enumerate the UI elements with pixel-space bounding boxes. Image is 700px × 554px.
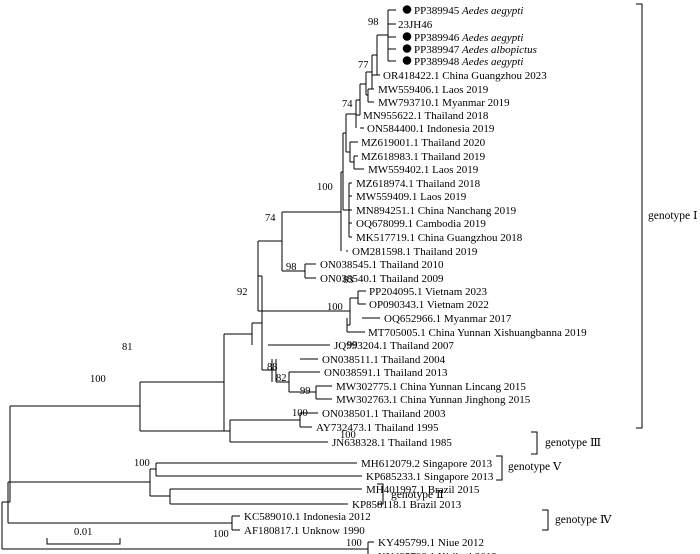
- bootstrap-value: 100: [346, 538, 362, 549]
- sample-marker-icon: [402, 5, 412, 14]
- genotype-label: genotype Ⅰ: [648, 210, 698, 222]
- leaf-label: MT705005.1 China Yunnan Xishuangbanna 20…: [368, 327, 587, 339]
- genotype-label: genotype Ⅳ: [555, 514, 612, 526]
- leaf-label: MH401997.1 Brazil 2015: [366, 484, 480, 496]
- leaf-label: MZ618974.1 Thailand 2018: [356, 178, 481, 190]
- leaf-label: MW302775.1 China Yunnan Lincang 2015: [336, 381, 526, 393]
- leaf-accession: PP389947: [414, 44, 460, 56]
- leaf-label: MN955622.1 Thailand 2018: [363, 110, 489, 122]
- leaf-label: AF180817.1 Unknow 1990: [244, 525, 365, 537]
- leaf-label: AY732473.1 Thailand 1995: [316, 422, 439, 434]
- bootstrap-value: 81: [122, 342, 133, 353]
- leaf-label: MH612079.2 Singapore 2013: [361, 458, 493, 470]
- leaf-label: MW793710.1 Myanmar 2019: [378, 97, 510, 109]
- leaf-label: KP685233.1 Singapore 2013: [366, 471, 494, 483]
- bootstrap-value: 100: [90, 374, 106, 385]
- leaf-label: MW559402.1 Laos 2019: [368, 164, 479, 176]
- leaf-label: MZ618983.1 Thailand 2019: [361, 151, 486, 163]
- bootstrap-value: 74: [342, 99, 353, 110]
- bootstrap-value: 100: [317, 182, 333, 193]
- leaf-label: JN638328.1 Thailand 1985: [332, 437, 452, 449]
- leaf-label: KY495798.1 Kiribati 2012: [378, 551, 497, 554]
- leaf-label: ON038540.1 Thailand 2009: [320, 273, 444, 285]
- genotype-bracket: [542, 509, 549, 531]
- bootstrap-value: 98: [286, 262, 297, 273]
- bootstrap-value: 100: [213, 529, 229, 540]
- leaf-accession: PP389948: [414, 56, 460, 68]
- leaf-label: KP858118.1 Brazil 2013: [352, 499, 462, 511]
- bootstrap-value: 100: [340, 430, 356, 441]
- leaf-label: ON038511.1 Thailand 2004: [322, 354, 446, 366]
- leaf-accession: PP389946: [414, 32, 460, 44]
- leaf-species: Aedes aegypti: [461, 5, 523, 17]
- leaf-label: MW559409.1 Laos 2019: [356, 191, 467, 203]
- sample-marker-icon: [402, 56, 412, 65]
- leaf-label: OM281598.1 Thailand 2019: [352, 246, 478, 258]
- leaf-label: OR418422.1 China Guangzhou 2023: [383, 70, 547, 82]
- bootstrap-value: 82: [276, 373, 287, 384]
- bootstrap-value: 99: [300, 386, 311, 397]
- bootstrap-value: 100: [292, 408, 308, 419]
- genotype-bracket: [377, 483, 384, 505]
- leaf-label: MN894251.1 China Nanchang 2019: [356, 205, 517, 217]
- leaf-label: PP389948 Aedes aegypti: [414, 56, 523, 68]
- tree-branches: [1, 3, 643, 554]
- leaf-label: OQ652966.1 Myanmar 2017: [384, 313, 512, 325]
- genotype-bracket: [496, 455, 503, 481]
- genotype-bracket: [636, 3, 643, 429]
- scale-bar: [46, 538, 121, 545]
- leaf-label: PP389946 Aedes aegypti: [414, 32, 523, 44]
- scale-bar-label: 0.01: [74, 527, 92, 538]
- bootstrap-value: 99: [347, 340, 358, 351]
- leaf-label: OP090343.1 Vietnam 2022: [369, 299, 489, 311]
- bootstrap-value: 100: [134, 458, 150, 469]
- genotype-label: genotype Ⅴ: [508, 461, 562, 473]
- leaf-label: ON038501.1 Thailand 2003: [322, 408, 446, 420]
- leaf-label: PP389945 Aedes aegypti: [414, 5, 523, 17]
- bootstrap-value: 100: [327, 302, 343, 313]
- leaf-label: ON038591.1 Thailand 2013: [324, 367, 448, 379]
- leaf-label: 23JH46: [398, 19, 433, 31]
- bootstrap-value: 88: [267, 362, 278, 373]
- leaf-species: Aedes aegypti: [461, 56, 523, 68]
- leaf-label: ON584400.1 Indonesia 2019: [367, 123, 495, 135]
- leaf-label: PP389947 Aedes albopictus: [414, 44, 537, 56]
- leaf-label: MZ619001.1 Thailand 2020: [361, 137, 486, 149]
- genotype-label: genotype Ⅲ: [545, 437, 601, 449]
- bootstrap-value: 92: [237, 287, 248, 298]
- leaf-label: KY495799.1 Niue 2012: [378, 537, 484, 549]
- leaf-label: OQ678099.1 Cambodia 2019: [356, 218, 486, 230]
- leaf-label: JQ993204.1 Thailand 2007: [334, 340, 454, 352]
- bootstrap-value: 98: [368, 17, 379, 28]
- leaf-accession: 23JH46: [398, 19, 433, 31]
- leaf-label: MW559406.1 Laos 2019: [378, 84, 489, 96]
- leaf-label: PP204095.1 Vietnam 2023: [369, 286, 488, 298]
- bootstrap-value: 74: [265, 213, 276, 224]
- genotype-label: genotype Ⅱ: [391, 489, 444, 501]
- leaf-label: MW302763.1 China Yunnan Jinghong 2015: [336, 394, 531, 406]
- leaf-species: Aedes albopictus: [461, 44, 537, 56]
- leaf-accession: PP389945: [414, 5, 460, 17]
- sample-marker-icon: [402, 44, 412, 53]
- leaf-label: ON038545.1 Thailand 2010: [320, 259, 444, 271]
- leaf-label: MK517719.1 China Guangzhou 2018: [356, 232, 523, 244]
- bootstrap-value: 77: [358, 60, 369, 71]
- bootstrap-value: 83: [343, 275, 354, 286]
- sample-marker-icon: [402, 32, 412, 41]
- leaf-species: Aedes aegypti: [461, 32, 523, 44]
- genotype-bracket: [531, 431, 538, 455]
- leaf-label: KC589010.1 Indonesia 2012: [244, 511, 371, 523]
